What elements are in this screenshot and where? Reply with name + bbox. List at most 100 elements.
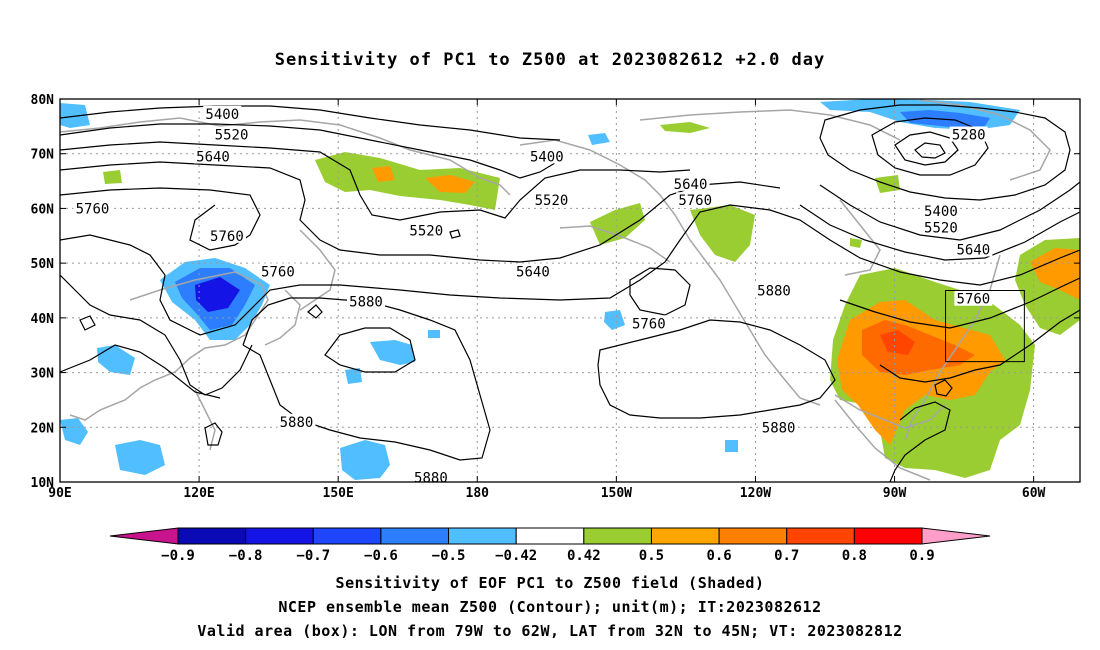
contour-line bbox=[889, 401, 951, 482]
shade-lightblue-pac10 bbox=[725, 440, 738, 452]
contour-label-bg bbox=[755, 282, 793, 298]
colorbar-label: 0.5 bbox=[639, 548, 664, 564]
contour-line bbox=[819, 181, 1080, 241]
colorbar-low-triangle bbox=[109, 527, 179, 545]
coast-greenland bbox=[919, 99, 1051, 181]
longitude-labels: 90E 120E 150E 180 150W 120W 90W 60W bbox=[48, 486, 1045, 501]
shade-darkblue-china bbox=[195, 277, 240, 312]
caption-valid-area: Valid area (box): LON from 79W to 62W, L… bbox=[197, 622, 903, 640]
shade-lightblue-arctic2 bbox=[60, 103, 90, 128]
lon-label: 90W bbox=[883, 486, 907, 501]
contour-label-bg bbox=[954, 290, 993, 306]
contour-label-bg bbox=[212, 126, 251, 142]
colorbar-swatch bbox=[312, 527, 382, 545]
shade-orange-atlantic bbox=[1030, 248, 1080, 300]
coast-philippines bbox=[194, 389, 216, 451]
contour-label: 5880 bbox=[762, 420, 796, 436]
latitude-labels: 80N 70N 60N 50N 40N 30N 20N 10N bbox=[31, 93, 55, 491]
contour-line bbox=[894, 131, 959, 166]
contour-label: 5760 bbox=[678, 193, 712, 209]
lat-label: 10N bbox=[31, 476, 55, 491]
colorbar-swatch bbox=[448, 527, 517, 545]
contour-label: 5880 bbox=[349, 294, 383, 310]
colorbar-labels: −0.9 −0.8 −0.7 −0.6 −0.5 −0.42 0.42 0.5 0.6 0.7 0.… bbox=[161, 548, 935, 564]
contour-label-bg bbox=[921, 203, 960, 219]
contour-line bbox=[60, 141, 691, 221]
lat-label: 20N bbox=[31, 421, 55, 436]
contour-label: 5760 bbox=[957, 292, 991, 308]
contour-line bbox=[60, 187, 261, 251]
lat-label: 60N bbox=[31, 202, 55, 217]
colorbar-high-triangle bbox=[921, 527, 991, 545]
shade-lightblue-pac4 bbox=[97, 345, 135, 375]
contour-line bbox=[60, 274, 253, 396]
colorbar-label: 0.7 bbox=[774, 548, 799, 564]
contour-line bbox=[799, 204, 1080, 261]
colorbar-label: −0.5 bbox=[432, 548, 466, 564]
contour-label-bg bbox=[759, 419, 798, 435]
coast-eurasia-north bbox=[60, 117, 511, 196]
shade-red-eastus bbox=[880, 330, 915, 355]
shade-lightblue-pac7 bbox=[588, 133, 610, 145]
caption-shading: Sensitivity of EOF PC1 to Z500 field (Sh… bbox=[335, 574, 765, 592]
lat-label: 30N bbox=[31, 367, 55, 382]
contour-label-bg bbox=[532, 192, 571, 208]
coast-na-arctic bbox=[639, 109, 901, 141]
contour-label-bg bbox=[207, 227, 246, 243]
valid-area-box bbox=[945, 290, 1025, 363]
lon-label: 90E bbox=[48, 486, 71, 501]
contour-label-bg bbox=[73, 200, 112, 216]
contour-label-bg bbox=[347, 293, 385, 309]
contour-label: 5760 bbox=[632, 316, 666, 332]
contour-label: 5880 bbox=[280, 415, 314, 431]
contour-label-bg bbox=[194, 148, 232, 164]
contour-line bbox=[629, 267, 691, 316]
lon-label: 120E bbox=[183, 486, 214, 501]
contour-label-bg bbox=[203, 105, 242, 121]
coast-central-am bbox=[834, 399, 931, 481]
contour-label-bg bbox=[676, 192, 715, 208]
colorbar-label: −0.7 bbox=[296, 548, 330, 564]
shade-lightblue-pac5 bbox=[60, 418, 88, 445]
contour-line bbox=[60, 105, 561, 141]
contour-line bbox=[242, 297, 491, 461]
contour-line bbox=[819, 104, 1071, 201]
contour-line bbox=[79, 315, 96, 331]
colorbar-swatch bbox=[853, 527, 923, 545]
coast-kamchatka bbox=[299, 229, 336, 311]
shade-lightblue-pac8 bbox=[345, 368, 362, 384]
contour-line bbox=[60, 344, 221, 399]
lat-lon-grid bbox=[60, 99, 1080, 482]
shade-lightblue-pac1 bbox=[370, 340, 415, 365]
shade-lightblue-pac3 bbox=[115, 440, 165, 475]
lon-label: 150E bbox=[323, 486, 354, 501]
colorbar-swatch bbox=[380, 527, 450, 545]
contour-line bbox=[597, 319, 836, 419]
colorbar-swatch bbox=[583, 527, 652, 545]
contour-line bbox=[879, 309, 1080, 383]
shade-green-canada bbox=[690, 205, 755, 262]
contour-label-bg bbox=[513, 263, 552, 279]
contour-line bbox=[204, 422, 223, 446]
contour-label: 5520 bbox=[409, 223, 443, 239]
coast-alaska bbox=[519, 139, 821, 406]
contour-label: 5880 bbox=[414, 471, 448, 487]
contour-label: 5760 bbox=[76, 201, 110, 217]
coast-japan bbox=[264, 289, 301, 346]
contour-line bbox=[60, 123, 561, 179]
contour-label: 5640 bbox=[957, 242, 991, 258]
caption-contour: NCEP ensemble mean Z500 (Contour); unit(… bbox=[278, 598, 822, 616]
shade-lightblue-pac2 bbox=[340, 440, 390, 480]
colorbar-swatch bbox=[786, 527, 855, 545]
lat-label: 80N bbox=[31, 93, 55, 108]
shade-lightblue-pac6 bbox=[604, 310, 625, 330]
colorbar-swatch bbox=[650, 527, 720, 545]
colorbar-label: −0.9 bbox=[161, 548, 195, 564]
contour-label-bg bbox=[954, 241, 993, 257]
contour-line bbox=[60, 161, 781, 263]
contour-line bbox=[449, 229, 461, 239]
contour-label-bg bbox=[671, 175, 710, 191]
shade-green-smallA bbox=[103, 170, 122, 184]
contour-line bbox=[324, 327, 416, 373]
